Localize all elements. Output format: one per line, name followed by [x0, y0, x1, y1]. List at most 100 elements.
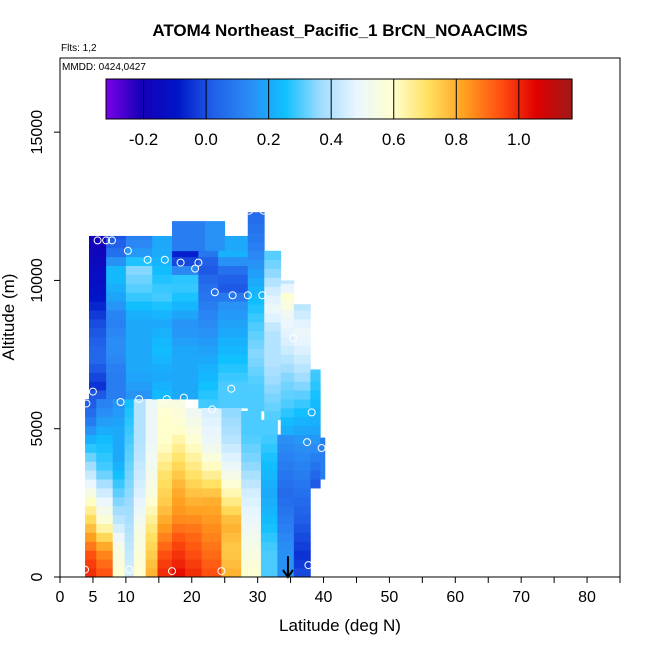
data-point [162, 395, 171, 404]
heatmap-cell [96, 568, 114, 578]
colorbar-swatch [374, 79, 377, 119]
heatmap-cell [157, 470, 173, 480]
heatmap-cell [247, 232, 265, 243]
heatmap-cell [96, 416, 114, 427]
data-point [135, 395, 144, 404]
heatmap-cell [198, 250, 219, 258]
heatmap-cell [157, 523, 173, 533]
heatmap-cell [241, 461, 262, 471]
heatmap-cell [201, 416, 222, 427]
heatmap-cell [96, 470, 114, 480]
colorbar-swatch [186, 79, 189, 119]
heatmap-cell [172, 345, 199, 355]
colorbar-swatch [542, 79, 545, 119]
colorbar-swatch [362, 79, 365, 119]
heatmap-cell [221, 488, 242, 498]
heatmap-cell [112, 443, 125, 453]
colorbar-swatch [522, 79, 525, 119]
colorbar-swatch [562, 79, 565, 119]
heatmap-cell [280, 425, 295, 436]
heatmap-cell [96, 514, 114, 525]
heatmap-cell [260, 496, 278, 507]
colorbar-swatch [314, 79, 317, 119]
heatmap-cell [106, 256, 127, 266]
heatmap-cell [221, 479, 242, 489]
colorbar-swatch [324, 79, 327, 119]
colorbar-swatch [334, 79, 337, 119]
colorbar-swatch [458, 79, 461, 119]
heatmap-cell [293, 318, 311, 329]
heatmap-cell [96, 407, 114, 418]
data-point [194, 258, 203, 267]
colorbar-swatch [426, 79, 429, 119]
heatmap-cell [125, 381, 153, 391]
heatmap-cell [88, 292, 107, 302]
heatmap-cell [221, 425, 242, 436]
data-point [304, 561, 313, 570]
heatmap-cell [125, 301, 153, 311]
colorbar-swatch [122, 79, 125, 119]
heatmap-cell [310, 416, 321, 427]
heatmap-cell [185, 425, 203, 436]
colorbar-tick-label: 0.4 [319, 130, 343, 149]
heatmap-cell [85, 532, 97, 542]
heatmap-cell [125, 247, 153, 258]
heatmap-cell [185, 496, 203, 507]
heatmap-cell [145, 559, 158, 569]
colorbar-swatch [220, 79, 223, 119]
heatmap-cell [241, 514, 262, 525]
colorbar-swatch [394, 79, 397, 119]
heatmap-cell [198, 301, 219, 311]
colorbar-swatch [366, 79, 369, 119]
colorbar-swatch [486, 79, 489, 119]
heatmap-cell [198, 345, 219, 355]
heatmap-cell [172, 452, 186, 462]
heatmap-cell [293, 434, 311, 444]
heatmap-cell [198, 318, 219, 329]
colorbar-swatch [212, 79, 215, 119]
heatmap-cell [185, 559, 203, 569]
heatmap-cell [85, 568, 97, 578]
heatmap-cell [106, 336, 127, 347]
heatmap-cell [277, 452, 295, 462]
heatmap-cell [85, 523, 97, 533]
colorbar-tick-label: 0.2 [257, 130, 281, 149]
heatmap-cell [247, 304, 265, 314]
heatmap-cell [145, 452, 158, 462]
heatmap-cell [221, 470, 242, 480]
heatmap-cell [106, 318, 127, 329]
heatmap-cell [201, 425, 222, 436]
data-point [217, 567, 226, 576]
heatmap-cell [85, 541, 97, 551]
heatmap-cell [218, 265, 249, 275]
heatmap-cell [157, 514, 173, 525]
heatmap-cell [172, 224, 206, 234]
colorbar-swatch [202, 79, 205, 119]
heatmap-cell [152, 381, 173, 391]
colorbar-swatch [174, 79, 177, 119]
heatmap-cell [293, 304, 311, 311]
heatmap-cell [145, 550, 158, 560]
colorbar-swatch [384, 79, 387, 119]
colorbar-swatch [352, 79, 355, 119]
heatmap-cell [96, 559, 114, 569]
colorbar-swatch [524, 79, 527, 119]
heatmap-cell [145, 479, 158, 489]
colorbar-swatch [166, 79, 169, 119]
heatmap-cell [124, 514, 135, 525]
colorbar-swatch [548, 79, 551, 119]
heatmap-cell [172, 310, 199, 320]
colorbar-swatch [228, 79, 231, 119]
heatmap-cell [112, 559, 125, 569]
heatmap-cell [133, 514, 147, 525]
colorbar-swatch [516, 79, 519, 119]
colorbar-swatch [476, 79, 479, 119]
colorbar-swatch [278, 79, 281, 119]
heatmap-cell [145, 461, 158, 471]
colorbar-swatch [308, 79, 311, 119]
heatmap-cell [124, 505, 135, 516]
heatmap-cell [320, 461, 326, 471]
colorbar-swatch [154, 79, 157, 119]
heatmap-cell [85, 452, 97, 462]
heatmap-cell [280, 327, 295, 338]
